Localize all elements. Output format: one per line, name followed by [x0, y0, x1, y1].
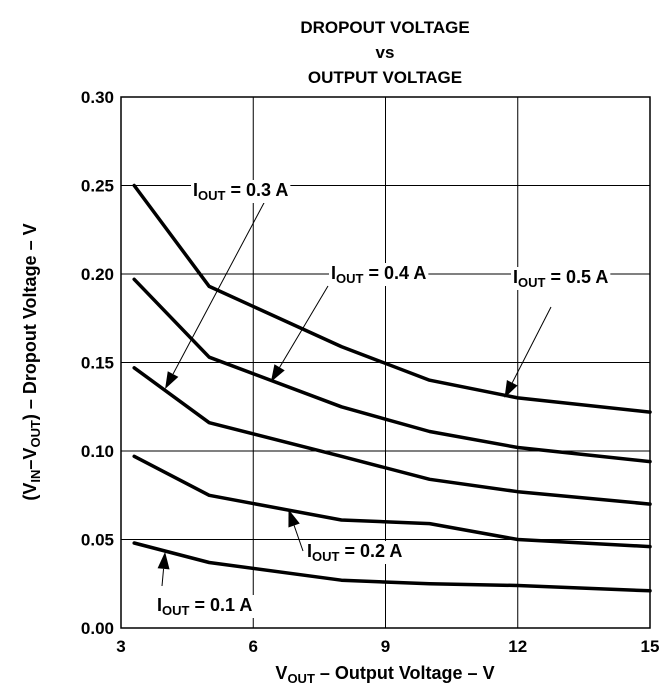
x-tick-label: 15	[641, 637, 660, 656]
x-tick-label: 3	[116, 637, 125, 656]
x-axis-label: VOUT – Output Voltage – V	[275, 663, 494, 686]
plot-frame	[120, 96, 651, 629]
y-axis-label-part-2: –V	[20, 448, 40, 470]
annotation-leader-line	[511, 306, 552, 383]
chart-title: DROPOUT VOLTAGE vs OUTPUT VOLTAGE	[300, 18, 469, 87]
x-tick-label: 6	[249, 637, 258, 656]
y-axis-label-part-1: (V	[20, 483, 40, 501]
y-tick-label: 0.30	[81, 88, 114, 107]
arrowhead-icon	[288, 509, 300, 528]
series-layer	[132, 183, 652, 593]
series-line-iout-0-4a	[132, 277, 652, 464]
series-label-background	[305, 541, 405, 564]
annotations: IOUT = 0.1 A IOUT = 0.2 A IOUT = 0.3 A IOUT…	[155, 180, 611, 618]
y-tick-label: 0.25	[81, 177, 114, 196]
annotation-leader-line	[293, 525, 304, 552]
arrowhead-icon	[157, 551, 170, 570]
y-axis-label-sub-2: OUT	[28, 420, 43, 448]
series-label-iout-0-2a: IOUT = 0.2 A	[307, 541, 402, 564]
x-axis-label-sub: OUT	[287, 671, 315, 686]
arrowhead-icon	[270, 364, 285, 382]
series-label-background	[155, 595, 255, 618]
series-line-iout-0-3a	[132, 366, 652, 506]
chart-title-line-3: OUTPUT VOLTAGE	[308, 68, 462, 87]
x-axis-label-rest: – Output Voltage – V	[315, 663, 495, 683]
y-tick-label: 0.15	[81, 354, 114, 373]
annotation-leader-line	[279, 285, 329, 368]
y-axis-label: (VIN–VOUT) – Dropout Voltage – V	[20, 223, 43, 500]
x-tick-label: 12	[508, 637, 527, 656]
x-axis-label-v: V	[275, 663, 287, 683]
y-axis-label-part-3: ) – Dropout Voltage – V	[20, 223, 40, 420]
series-label-background	[511, 267, 611, 290]
annotation-leader-line	[161, 568, 165, 587]
arrowhead-icon	[504, 380, 518, 398]
y-tick-label: 0.10	[81, 442, 114, 461]
series-label-background	[191, 180, 291, 203]
series-label-background	[329, 263, 429, 286]
series-line-iout-0-5a	[132, 183, 652, 414]
series-label-iout-0-5a: IOUT = 0.5 A	[513, 267, 608, 290]
chart-title-line-2: vs	[376, 43, 395, 62]
series-line-iout-0-1a	[132, 541, 652, 593]
y-tick-label: 0.00	[81, 619, 114, 638]
tick-labels: 3 6 9 12 15 0.00 0.05 0.10 0.15 0.20 0.25 0.30	[81, 88, 660, 656]
chart-title-line-1: DROPOUT VOLTAGE	[300, 18, 469, 37]
y-axis-label-sub-1: IN	[28, 470, 43, 483]
y-tick-label: 0.05	[81, 531, 114, 550]
arrowhead-icon	[165, 371, 179, 390]
series-line-iout-0-2a	[132, 454, 652, 549]
series-label-iout-0-3a: IOUT = 0.3 A	[193, 180, 288, 203]
series-label-iout-0-4a: IOUT = 0.4 A	[331, 263, 426, 286]
x-tick-label: 9	[381, 637, 390, 656]
y-tick-label: 0.20	[81, 265, 114, 284]
annotation-leader-line	[172, 200, 266, 375]
series-label-iout-0-1a: IOUT = 0.1 A	[157, 595, 252, 618]
